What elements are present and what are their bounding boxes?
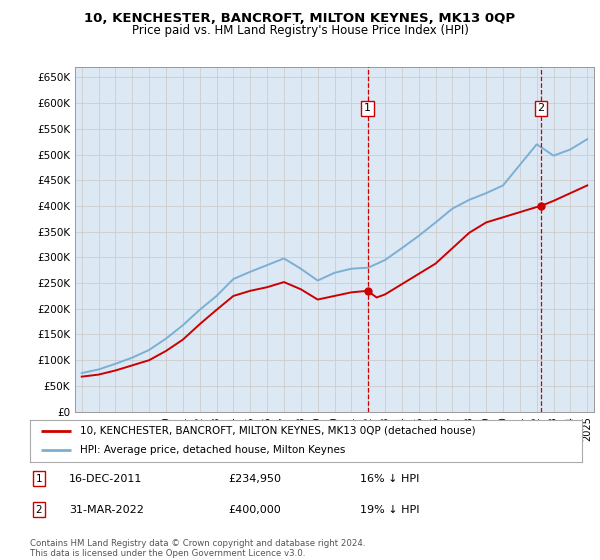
Text: 16-DEC-2011: 16-DEC-2011 xyxy=(69,474,142,484)
Text: 31-MAR-2022: 31-MAR-2022 xyxy=(69,505,144,515)
Text: 2: 2 xyxy=(35,505,43,515)
Text: 16% ↓ HPI: 16% ↓ HPI xyxy=(360,474,419,484)
Text: Contains HM Land Registry data © Crown copyright and database right 2024.
This d: Contains HM Land Registry data © Crown c… xyxy=(30,539,365,558)
Text: £234,950: £234,950 xyxy=(228,474,281,484)
Text: Price paid vs. HM Land Registry's House Price Index (HPI): Price paid vs. HM Land Registry's House … xyxy=(131,24,469,36)
Text: 10, KENCHESTER, BANCROFT, MILTON KEYNES, MK13 0QP: 10, KENCHESTER, BANCROFT, MILTON KEYNES,… xyxy=(85,12,515,25)
Text: £400,000: £400,000 xyxy=(228,505,281,515)
Text: 1: 1 xyxy=(35,474,43,484)
Text: 19% ↓ HPI: 19% ↓ HPI xyxy=(360,505,419,515)
Text: HPI: Average price, detached house, Milton Keynes: HPI: Average price, detached house, Milt… xyxy=(80,445,345,455)
Text: 1: 1 xyxy=(364,104,371,113)
Text: 10, KENCHESTER, BANCROFT, MILTON KEYNES, MK13 0QP (detached house): 10, KENCHESTER, BANCROFT, MILTON KEYNES,… xyxy=(80,426,475,436)
Text: 2: 2 xyxy=(538,104,544,113)
